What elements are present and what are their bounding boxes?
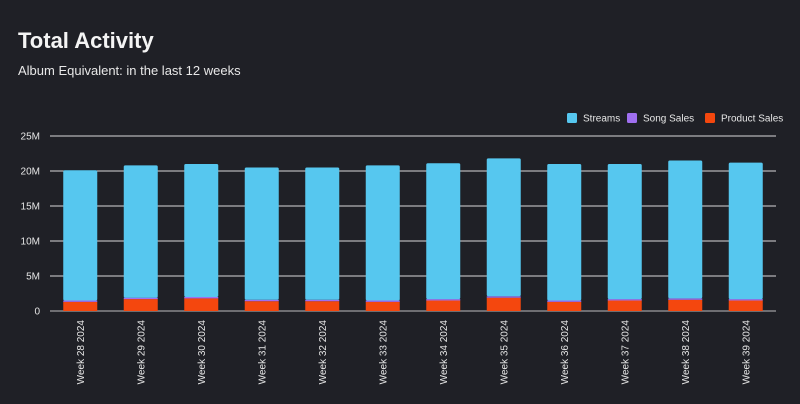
x-tick-label: Week 30 2024: [197, 320, 208, 385]
bar-song-sales[interactable]: [668, 298, 703, 300]
bar-song-sales[interactable]: [244, 299, 279, 302]
bar-song-sales[interactable]: [486, 296, 521, 298]
x-tick-label: Week 28 2024: [76, 320, 87, 385]
x-axis-ticks: Week 28 2024 Week 29 2024 Week 30 2024 Week…: [76, 320, 753, 385]
legend-label: Streams: [583, 114, 620, 125]
bar-product-sales[interactable]: [305, 301, 340, 311]
x-tick-label: Week 33 2024: [378, 320, 389, 385]
x-tick-label: Week 36 2024: [560, 320, 571, 385]
bar-product-sales[interactable]: [728, 300, 763, 312]
y-tick-label: 15M: [21, 202, 40, 213]
x-tick-label: Week 37 2024: [620, 320, 631, 385]
x-tick-label: Week 39 2024: [741, 320, 752, 385]
bar-song-sales[interactable]: [547, 300, 582, 302]
bar-song-sales[interactable]: [184, 297, 219, 299]
bar-streams[interactable]: [668, 160, 703, 299]
bar-product-sales[interactable]: [244, 301, 279, 311]
bar-product-sales[interactable]: [63, 301, 98, 311]
bars: [63, 158, 763, 311]
y-tick-label: 20M: [21, 167, 40, 178]
bar-song-sales[interactable]: [426, 299, 461, 301]
legend-swatch: [567, 113, 577, 123]
bar-song-sales[interactable]: [305, 299, 340, 302]
bar-song-sales[interactable]: [365, 300, 400, 302]
bar-streams[interactable]: [365, 165, 400, 301]
bar-streams[interactable]: [486, 158, 521, 297]
legend-swatch: [705, 113, 715, 123]
bar-streams[interactable]: [607, 164, 642, 300]
bar-product-sales[interactable]: [486, 297, 521, 311]
x-tick-label: Week 34 2024: [439, 320, 450, 385]
legend-label: Song Sales: [643, 114, 694, 125]
y-tick-label: 5M: [26, 272, 40, 283]
bar-product-sales[interactable]: [668, 299, 703, 311]
legend-item-streams[interactable]: Streams: [567, 113, 620, 125]
legend-item-song-sales[interactable]: Song Sales: [627, 113, 694, 125]
y-tick-label: 25M: [21, 132, 40, 143]
bar-streams[interactable]: [244, 167, 279, 300]
y-tick-label: 10M: [21, 237, 40, 248]
legend-swatch: [627, 113, 637, 123]
chart-subtitle: Album Equivalent: in the last 12 weeks: [18, 63, 241, 78]
bar-product-sales[interactable]: [184, 298, 219, 311]
bar-song-sales[interactable]: [607, 299, 642, 301]
x-tick-label: Week 35 2024: [499, 320, 510, 385]
bar-streams[interactable]: [305, 167, 340, 300]
bar-song-sales[interactable]: [123, 297, 158, 300]
chart-title: Total Activity: [18, 28, 154, 53]
bar-product-sales[interactable]: [607, 300, 642, 312]
bar-streams[interactable]: [426, 163, 461, 300]
bar-streams[interactable]: [728, 162, 763, 300]
bar-song-sales[interactable]: [63, 300, 98, 302]
x-tick-label: Week 31 2024: [257, 320, 268, 385]
gridlines: [50, 135, 776, 312]
x-tick-label: Week 32 2024: [318, 320, 329, 385]
bar-streams[interactable]: [547, 164, 582, 301]
bar-product-sales[interactable]: [365, 301, 400, 311]
legend-label: Product Sales: [721, 114, 783, 125]
y-axis-ticks: 0 5M 10M 15M 20M 25M: [21, 132, 41, 318]
legend[interactable]: Streams Song Sales Product Sales: [567, 113, 783, 125]
bar-product-sales[interactable]: [123, 299, 158, 311]
bar-product-sales[interactable]: [547, 301, 582, 311]
bar-song-sales[interactable]: [728, 299, 763, 301]
bar-streams[interactable]: [63, 170, 98, 301]
y-tick-label: 0: [34, 307, 40, 318]
x-tick-label: Week 38 2024: [681, 320, 692, 385]
bar-streams[interactable]: [123, 165, 158, 298]
x-tick-label: Week 29 2024: [136, 320, 147, 385]
bar-streams[interactable]: [184, 164, 219, 297]
legend-item-product-sales[interactable]: Product Sales: [705, 113, 783, 125]
bar-product-sales[interactable]: [426, 300, 461, 312]
